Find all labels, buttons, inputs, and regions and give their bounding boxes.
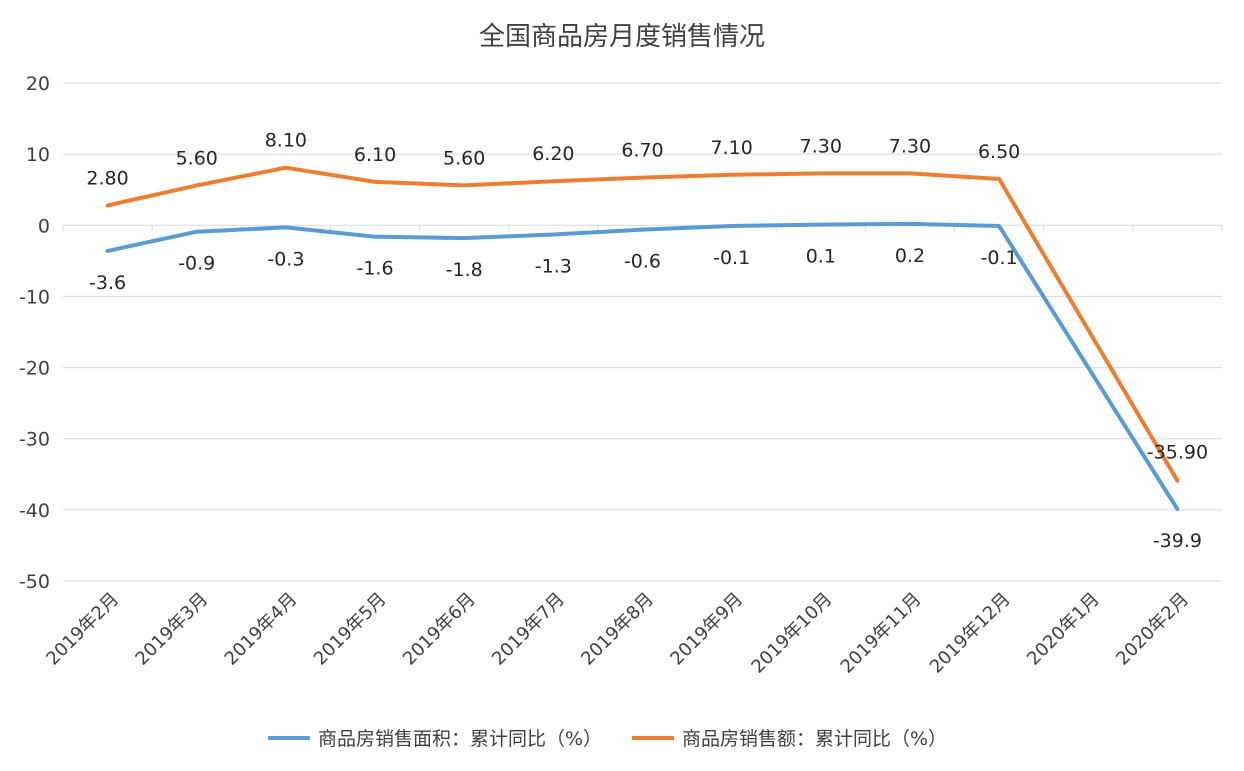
x-tick-label: 2019年5月 [310,589,391,670]
x-tick-label: 2019年9月 [666,589,747,670]
x-tick-label: 2020年1月 [1023,589,1104,670]
y-tick-label: 0 [38,215,50,237]
data-label: 7.30 [889,135,931,157]
data-label: -3.6 [89,272,126,294]
data-label: 0.1 [806,246,836,268]
y-tick-label: -50 [19,571,50,593]
data-label: -0.1 [713,247,750,269]
data-label: 7.30 [800,135,842,157]
legend: 商品房销售面积：累计同比（%） 商品房销售额：累计同比（%） [268,728,947,750]
data-label: 8.10 [265,130,307,152]
x-tick-label: 2019年7月 [488,589,569,670]
data-label: -35.90 [1147,442,1208,464]
data-label: -1.6 [356,258,393,280]
data-label: -39.9 [1153,530,1202,552]
data-label: -1.8 [446,259,483,281]
data-label: 6.50 [978,141,1020,163]
y-axis: 20 10 0 -10 -20 -30 -40 -50 [19,73,50,593]
series-line-2 [105,165,1180,483]
x-tick-label: 2019年11月 [837,589,926,678]
y-tick-label: -10 [19,286,50,308]
data-label: -0.9 [178,253,215,275]
data-label: 7.10 [710,137,752,159]
y-tick-label: -20 [19,358,50,380]
y-tick-label: 10 [26,144,50,166]
data-label: 6.10 [354,144,396,166]
x-tick-label: 2019年10月 [747,589,836,678]
data-label: 6.70 [621,140,663,162]
legend-label: 商品房销售额：累计同比（%） [682,728,947,750]
y-tick-label: -30 [19,429,50,451]
x-tick-label: 2020年2月 [1112,589,1193,670]
data-labels: -3.6 -0.9 -0.3 -1.6 -1.8 -1.3 -0.6 -0.1 0.1 0.2 -0… [86,130,1208,552]
data-label: 2.80 [86,167,128,189]
series-line-1 [105,221,1180,512]
data-label: 6.20 [532,143,574,165]
data-label: 5.60 [176,147,218,169]
data-label: -0.3 [267,248,304,270]
x-tick-label: 2019年12月 [926,589,1015,678]
chart-title: 全国商品房月度销售情况 [479,22,765,52]
x-tick-label: 2019年6月 [399,589,480,670]
x-axis: 2019年2月 2019年3月 2019年4月 2019年5月 2019年6月 2019年… [42,225,1223,678]
data-label: -1.3 [535,256,572,278]
series-lines [105,165,1180,512]
x-tick-label: 2019年2月 [42,589,123,670]
data-label: 5.60 [443,147,485,169]
gridlines [63,82,1222,582]
data-label: 0.2 [895,245,925,267]
data-label: -0.1 [981,247,1018,269]
x-tick-label: 2019年8月 [577,589,658,670]
x-tick-label: 2019年4月 [221,589,302,670]
y-tick-label: -40 [19,500,50,522]
legend-label: 商品房销售面积：累计同比（%） [318,728,602,750]
data-label: -0.6 [624,251,661,273]
y-tick-label: 20 [26,73,50,95]
x-tick-label: 2019年3月 [131,589,212,670]
